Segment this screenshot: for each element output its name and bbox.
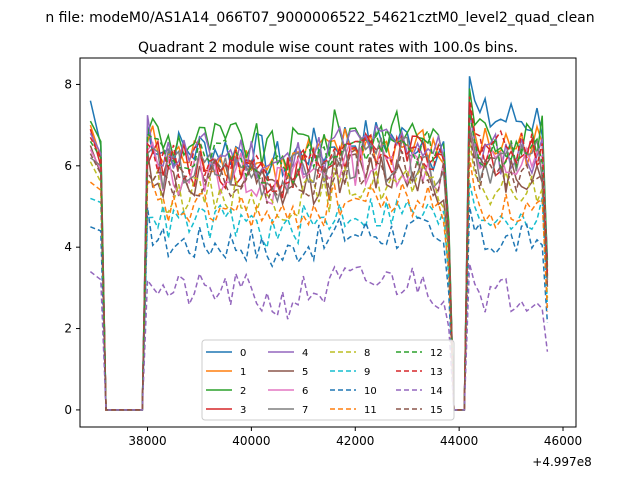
x-tick-label: 42000: [336, 434, 374, 448]
x-offset-label: +4.997e8: [532, 455, 591, 469]
legend-label-10: 10: [364, 386, 377, 397]
legend-label-14: 14: [430, 386, 443, 397]
x-tick-label: 40000: [232, 434, 270, 448]
legend-label-13: 13: [430, 367, 443, 378]
y-axis: 0 2 4 6 8: [64, 77, 80, 417]
series-line-15: [89, 133, 549, 411]
axes-frame: [79, 57, 577, 428]
legend-label-5: 5: [302, 367, 308, 378]
series-line-13: [89, 96, 549, 411]
x-tick-label: 38000: [128, 434, 166, 448]
x-tick-label: 46000: [544, 434, 582, 448]
plot-lines: [89, 76, 549, 411]
y-tick-label: 4: [64, 240, 72, 254]
legend-label-12: 12: [430, 348, 443, 359]
y-tick-label: 0: [64, 403, 72, 417]
legend-label-6: 6: [302, 386, 308, 397]
legend-label-3: 3: [240, 405, 246, 416]
legend-label-11: 11: [364, 405, 377, 416]
legend-label-15: 15: [430, 405, 443, 416]
y-tick-label: 2: [64, 322, 72, 336]
legend-label-8: 8: [364, 348, 370, 359]
chart-title: Quadrant 2 module wise count rates with …: [138, 40, 518, 56]
series-line-12: [89, 112, 549, 411]
y-tick-label: 8: [64, 77, 72, 91]
series-line-3: [89, 104, 549, 411]
series-line-9: [90, 181, 549, 411]
legend-box: [201, 339, 455, 421]
series-line-7: [89, 124, 549, 411]
legend-label-9: 9: [364, 367, 370, 378]
x-axis: 38000 40000 42000 44000 46000: [128, 427, 582, 448]
legend-label-2: 2: [240, 386, 246, 397]
y-tick-label: 6: [64, 159, 72, 173]
series-line-2: [89, 88, 549, 411]
chart-suptitle: n file: modeM0/AS1A14_066T07_9000006522_…: [45, 10, 594, 26]
legend-label-1: 1: [240, 367, 246, 378]
x-tick-label: 44000: [440, 434, 478, 448]
legend-label-4: 4: [302, 348, 308, 359]
series-line-11: [89, 157, 549, 411]
series-line-8: [89, 141, 549, 411]
series-line-10: [90, 206, 549, 411]
legend-label-0: 0: [240, 348, 246, 359]
legend-label-7: 7: [302, 405, 308, 416]
